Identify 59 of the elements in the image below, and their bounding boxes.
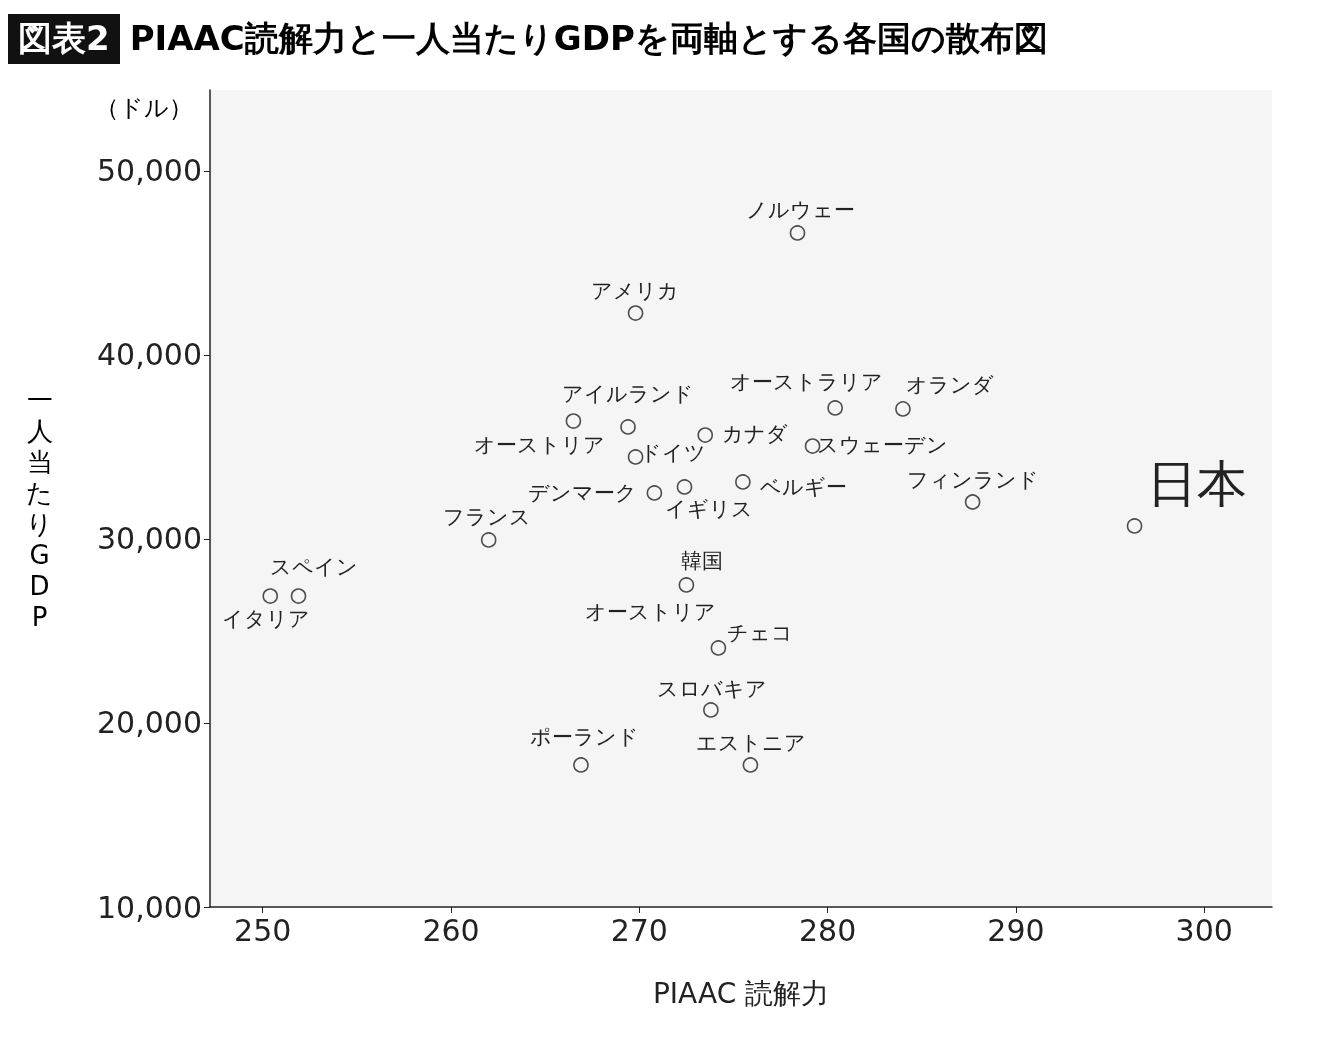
annotation: オランダ	[905, 372, 994, 397]
annotation: アイルランド	[562, 381, 695, 406]
annotation: スロバキア	[656, 676, 767, 701]
x-tick-label: 250	[234, 912, 292, 948]
point	[895, 401, 911, 417]
y-tick-label: 30,000	[97, 521, 202, 557]
annotation: 日本	[1146, 454, 1247, 513]
y-tick-label: 20,000	[97, 705, 202, 741]
x-tick-label: 300	[1175, 912, 1233, 948]
x-tick-label: 260	[422, 912, 480, 948]
point	[678, 577, 695, 593]
x-tick-label: 280	[798, 912, 857, 948]
annotation: フランス	[442, 504, 531, 529]
point	[627, 305, 644, 321]
y-tick-label: 10,000	[97, 889, 202, 925]
point	[573, 757, 589, 773]
point	[827, 400, 843, 416]
point	[627, 449, 644, 465]
point	[1126, 518, 1143, 534]
annotation: ベルギー	[760, 474, 848, 499]
annotation: ノルウェー	[745, 197, 855, 222]
y-axis-title: 一人当たりGDP	[26, 385, 53, 633]
point	[735, 474, 751, 490]
annotation: チェコ	[727, 620, 794, 645]
annotation: カナダ	[722, 422, 789, 447]
x-axis-title: PIAAC 読解力	[652, 976, 830, 1010]
annotation: フィンランド	[906, 468, 1039, 492]
point	[565, 413, 582, 429]
chart-title: 図表2 PIAAC読解力と一人当たりGDPを両軸とする各国の散布図	[17, 17, 1048, 60]
point	[742, 757, 759, 773]
point	[480, 532, 497, 548]
annotation: イギリス	[664, 496, 753, 521]
annotation: アメリカ	[590, 279, 679, 304]
point	[262, 588, 279, 604]
y-tick-label: 40,000	[97, 337, 202, 373]
annotation: オーストリア	[473, 433, 605, 458]
point	[697, 427, 714, 443]
point	[710, 640, 727, 656]
point	[964, 494, 981, 510]
point	[676, 479, 693, 495]
x-tick-label: 290	[987, 912, 1045, 948]
annotation: オーストリア	[584, 599, 716, 626]
point	[620, 419, 636, 435]
annotation: イタリア	[222, 607, 311, 632]
x-tick-label: 270	[610, 912, 668, 948]
text: （ドル）	[95, 93, 193, 124]
annotation: 韓国	[681, 548, 724, 573]
annotation: デンマーク	[527, 480, 637, 505]
point	[646, 485, 663, 501]
point	[703, 702, 719, 718]
y-tick-label: 50,000	[97, 153, 202, 189]
annotation: ポーランド	[530, 724, 640, 749]
annotation: スペイン	[269, 555, 358, 580]
annotation: スウェーデン	[817, 433, 949, 458]
annotation: オーストラリア	[729, 369, 883, 394]
annotation: ドイツ	[639, 440, 706, 465]
point	[789, 225, 806, 241]
annotation: エストニア	[696, 730, 807, 755]
point	[290, 588, 307, 604]
